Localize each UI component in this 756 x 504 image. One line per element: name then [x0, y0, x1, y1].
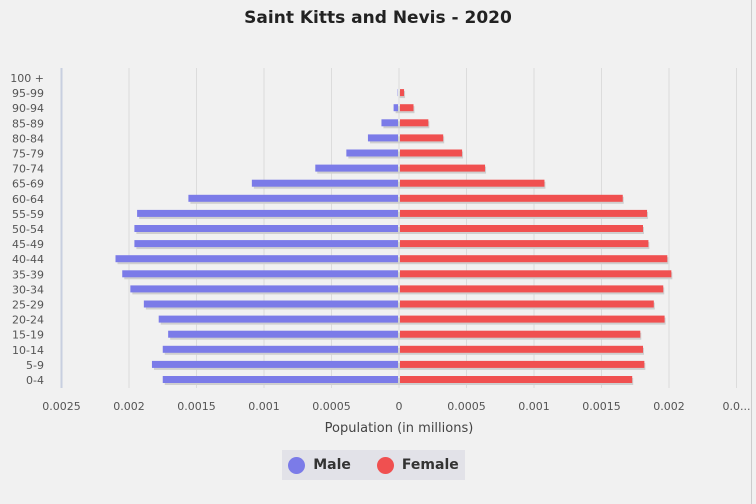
- y-tick-label: 85-89: [12, 117, 44, 130]
- legend-label-female: Female: [401, 457, 459, 473]
- chart-title: Saint Kitts and Nevis - 2020: [244, 8, 512, 28]
- y-tick-label: 15-19: [12, 329, 44, 342]
- y-tick-label: 0-4: [26, 374, 44, 387]
- female-bar: [400, 255, 668, 263]
- y-tick-label: 55-59: [12, 208, 44, 221]
- y-tick-label: 65-69: [12, 178, 44, 191]
- x-tick-label: 0.001: [518, 400, 550, 413]
- y-tick-label: 90-94: [12, 102, 44, 115]
- male-bar: [251, 179, 398, 187]
- y-tick-label: 80-84: [12, 132, 44, 145]
- male-bar: [143, 300, 398, 308]
- female-bar: [400, 104, 414, 112]
- y-tick-label: 10-14: [12, 344, 44, 357]
- female-bar: [400, 209, 648, 217]
- bar-shadow: [395, 106, 401, 114]
- female-bar: [400, 300, 654, 308]
- male-bar: [162, 345, 398, 353]
- male-bar: [168, 330, 398, 338]
- male-bar: [162, 376, 398, 383]
- female-dot-icon: [376, 456, 394, 474]
- female-bar: [400, 285, 664, 293]
- legend: Male Female: [282, 450, 465, 480]
- legend-item-male[interactable]: Male: [288, 456, 351, 474]
- female-bar: [400, 270, 672, 278]
- male-bar: [381, 119, 398, 127]
- male-bar: [122, 270, 398, 278]
- y-tick-label: 50-54: [12, 223, 44, 236]
- male-bar: [367, 134, 398, 142]
- female-bar: [400, 194, 623, 202]
- male-bar: [315, 164, 398, 172]
- x-tick-label: 0.0025: [42, 400, 81, 413]
- female-bar: [400, 330, 641, 338]
- x-tick-label: 0.002: [113, 400, 145, 413]
- female-bar: [400, 149, 463, 157]
- female-bar: [400, 360, 645, 368]
- x-tick-label: 0.0005: [447, 400, 486, 413]
- female-bar: [400, 345, 643, 353]
- male-bar: [393, 104, 398, 112]
- female-bar: [400, 376, 633, 383]
- x-tick-label: 0.0005: [312, 400, 351, 413]
- male-bar: [134, 240, 398, 248]
- y-tick-label: 40-44: [12, 253, 44, 266]
- y-tick-label: 100 +: [10, 72, 44, 85]
- female-bar: [400, 164, 486, 172]
- legend-label-male: Male: [313, 457, 351, 473]
- female-bar: [400, 225, 643, 232]
- x-tick-label: 0.0015: [582, 400, 621, 413]
- female-bar: [400, 134, 444, 142]
- male-dot-icon: [288, 456, 306, 474]
- y-tick-label: 25-29: [12, 299, 44, 312]
- legend-item-female[interactable]: Female: [376, 456, 459, 474]
- male-bar: [134, 225, 398, 232]
- y-tick-label: 35-39: [12, 268, 44, 281]
- y-tick-label: 70-74: [12, 163, 44, 176]
- male-bar: [137, 209, 398, 217]
- female-bar: [400, 179, 545, 187]
- y-tick-label: 60-64: [12, 193, 44, 206]
- male-bar: [130, 285, 398, 293]
- frame-border: [751, 0, 752, 504]
- female-bar: [400, 89, 405, 97]
- male-bar: [115, 255, 398, 263]
- male-bar: [188, 194, 398, 202]
- female-bar: [400, 240, 649, 248]
- x-tick-label: 0.001: [248, 400, 280, 413]
- x-tick-label: 0.0...: [723, 400, 751, 413]
- x-tick-label: 0: [396, 400, 403, 413]
- female-bar: [400, 315, 665, 323]
- male-bar: [158, 315, 398, 323]
- y-tick-label: 30-34: [12, 283, 44, 296]
- y-tick-label: 5-9: [26, 359, 44, 372]
- male-bar: [151, 360, 398, 368]
- y-tick-label: 95-99: [12, 87, 44, 100]
- female-bar: [400, 119, 429, 127]
- x-tick-label: 0.0015: [177, 400, 216, 413]
- y-tick-label: 75-79: [12, 148, 44, 161]
- y-tick-label: 20-24: [12, 314, 44, 327]
- x-axis-label: Population (in millions): [325, 421, 474, 436]
- x-tick-label: 0.002: [653, 400, 685, 413]
- male-bar: [346, 149, 398, 157]
- y-tick-label: 45-49: [12, 238, 44, 251]
